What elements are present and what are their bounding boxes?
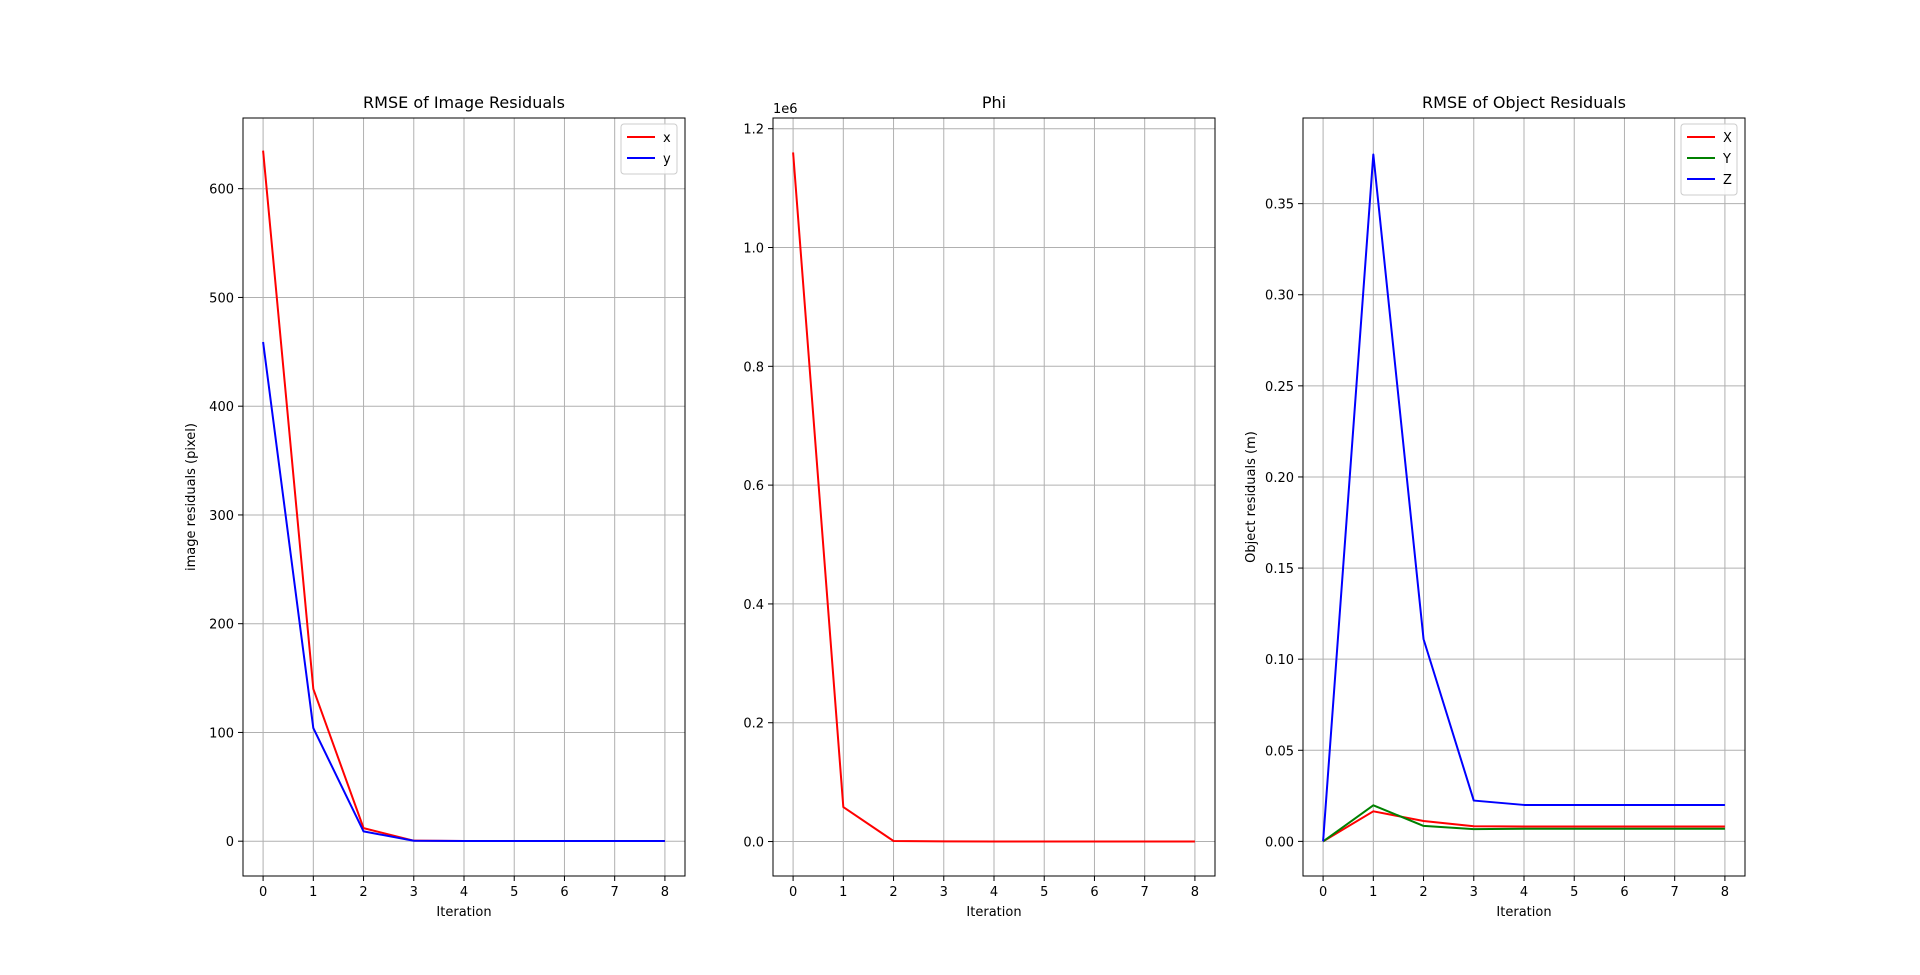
subplot-title: Phi — [982, 93, 1006, 112]
x-tick-label: 6 — [1090, 885, 1098, 900]
y-tick-label: 0.00 — [1265, 835, 1294, 850]
x-tick-label: 1 — [839, 885, 847, 900]
legend-label: y — [663, 152, 671, 167]
y-tick-label: 0.25 — [1265, 380, 1294, 395]
series-line-Z — [1322, 153, 1725, 842]
axes-frame — [242, 117, 686, 877]
y-tick-label: 0.0 — [743, 836, 764, 851]
y-tick-label: 1.0 — [743, 242, 764, 257]
y-offset-label: 1e6 — [773, 102, 798, 117]
axes-frame — [1302, 117, 1746, 877]
legend: xy — [620, 123, 678, 175]
axes-frame — [772, 117, 1216, 877]
x-tick-label: 3 — [940, 885, 948, 900]
y-axis-label: image residuals (pixel) — [184, 423, 199, 571]
x-tick-label: 2 — [889, 885, 897, 900]
y-tick-label: 0.35 — [1265, 198, 1294, 213]
y-tick-label: 0.2 — [743, 717, 764, 732]
y-tick-label: 200 — [209, 618, 234, 633]
y-tick-label: 0.05 — [1265, 744, 1294, 759]
x-tick-label: 8 — [1721, 885, 1729, 900]
x-tick-label: 2 — [359, 885, 367, 900]
y-tick-label: 300 — [209, 509, 234, 524]
subplot-3: 0 1 2 3 4 5 6 7 8 0.00 0.05 0.10 0.15 0.20 0.25 0.30 0.3… — [1244, 93, 1746, 920]
series-line-series-1 — [792, 152, 1195, 843]
x-tick-label: 8 — [1191, 885, 1199, 900]
x-tick-label: 8 — [661, 885, 669, 900]
x-tick-label: 3 — [1470, 885, 1478, 900]
y-tick-label: 400 — [209, 400, 234, 415]
series-line-X — [1322, 810, 1725, 843]
x-axis-label: Iteration — [966, 905, 1021, 920]
x-tick-label: 6 — [560, 885, 568, 900]
x-tick-label: 5 — [510, 885, 518, 900]
legend-box — [1680, 123, 1738, 196]
x-tick-label: 5 — [1570, 885, 1578, 900]
y-tick-label: 0.4 — [743, 598, 764, 613]
y-tick-label: 0.15 — [1265, 562, 1294, 577]
legend-label: x — [663, 131, 671, 146]
x-tick-label: 0 — [789, 885, 797, 900]
y-tick-label: 100 — [209, 726, 234, 741]
x-tick-label: 7 — [1671, 885, 1679, 900]
x-tick-label: 0 — [259, 885, 267, 900]
x-tick-label: 1 — [1369, 885, 1377, 900]
y-tick-label: 0.8 — [743, 360, 764, 375]
x-tick-label: 3 — [410, 885, 418, 900]
x-tick-label: 1 — [309, 885, 317, 900]
y-tick-label: 0.20 — [1265, 471, 1294, 486]
legend-label: Y — [1722, 152, 1731, 167]
x-tick-label: 6 — [1620, 885, 1628, 900]
x-axis-label: Iteration — [436, 905, 491, 920]
x-tick-label: 2 — [1419, 885, 1427, 900]
legend: XYZ — [1680, 123, 1738, 196]
y-tick-label: 1.2 — [743, 123, 764, 138]
y-tick-label: 0.6 — [743, 479, 764, 494]
subplot-1: 0 1 2 3 4 5 6 7 8 0 100 200 300 400 500 600 RMSE of Imag… — [184, 93, 686, 920]
series-line-Y — [1322, 804, 1725, 843]
x-tick-label: 4 — [990, 885, 998, 900]
x-axis-label: Iteration — [1496, 905, 1551, 920]
x-tick-label: 0 — [1319, 885, 1327, 900]
x-tick-label: 7 — [1141, 885, 1149, 900]
subplot-title: RMSE of Image Residuals — [363, 93, 565, 112]
x-tick-label: 7 — [611, 885, 619, 900]
x-tick-label: 4 — [460, 885, 468, 900]
x-tick-label: 4 — [1520, 885, 1528, 900]
x-tick-label: 5 — [1040, 885, 1048, 900]
legend-label: X — [1723, 131, 1732, 146]
y-tick-label: 0 — [226, 835, 234, 850]
series-line-y — [262, 341, 665, 842]
y-tick-label: 500 — [209, 291, 234, 306]
y-axis-label: Object residuals (m) — [1244, 431, 1259, 563]
legend-label: Z — [1723, 173, 1732, 188]
y-tick-label: 0.10 — [1265, 653, 1294, 668]
subplot-2: 0 1 2 3 4 5 6 7 8 0.0 0.2 0.4 0.6 0.8 1.0 1.2 1e6 Phi Iter… — [743, 93, 1216, 920]
y-tick-label: 0.30 — [1265, 289, 1294, 304]
subplot-title: RMSE of Object Residuals — [1422, 93, 1626, 112]
y-tick-label: 600 — [209, 183, 234, 198]
